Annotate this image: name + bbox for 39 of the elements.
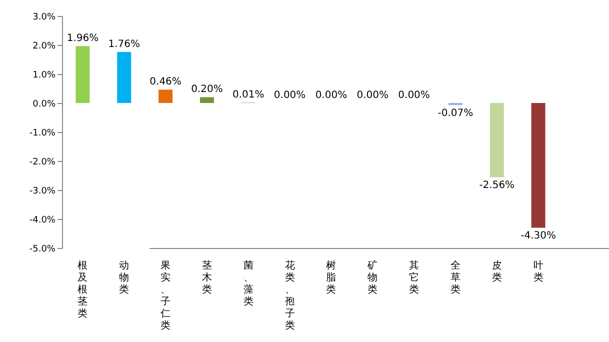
- x-tick-label: 其它类: [409, 260, 420, 296]
- y-tick-label: -2.0%: [29, 158, 56, 168]
- data-label: 0.00%: [398, 90, 430, 101]
- y-tick-label: 3.0%: [32, 12, 56, 22]
- x-tick-label: 茎木类: [202, 260, 212, 296]
- data-label: 0.00%: [356, 90, 389, 101]
- bar: [490, 103, 504, 178]
- x-tick-label: 树脂类: [326, 260, 336, 296]
- data-label: -0.07%: [438, 108, 474, 120]
- data-label: 0.01%: [232, 90, 264, 101]
- bar: [76, 46, 90, 103]
- data-label: 1.96%: [66, 33, 99, 44]
- bar: [158, 90, 173, 103]
- data-label: -4.30%: [520, 230, 556, 242]
- data-label: 0.20%: [191, 84, 223, 96]
- x-tick-label: 皮类: [492, 260, 502, 284]
- y-tick-label: 1.0%: [32, 70, 56, 80]
- data-label: 0.46%: [150, 76, 182, 88]
- y-tick-label: -4.0%: [29, 216, 56, 226]
- bar: [117, 52, 132, 103]
- y-tick-label: -3.0%: [29, 186, 56, 196]
- bar: [200, 97, 214, 103]
- y-tick-label: 0.0%: [32, 100, 56, 110]
- x-tick-label: 菌、藻类: [243, 260, 254, 308]
- x-tick-label: 叶类: [533, 260, 544, 284]
- data-label: 1.76%: [108, 38, 140, 50]
- x-tick-label: 花类、孢子类: [284, 260, 295, 332]
- x-tick-label: 果实、子仁类: [160, 260, 171, 332]
- y-tick-label: -5.0%: [29, 244, 56, 254]
- x-tick-label: 动物类: [119, 260, 130, 296]
- x-tick-label: 全草类: [450, 260, 460, 296]
- data-label: -2.56%: [479, 180, 515, 192]
- bar: [531, 103, 546, 228]
- data-label: 0.00%: [274, 90, 306, 101]
- x-tick-label: 矿物类: [366, 260, 378, 296]
- y-tick-label: -1.0%: [29, 128, 56, 138]
- data-label: 0.00%: [315, 90, 348, 101]
- x-tick-label: 根及根茎类: [78, 260, 88, 320]
- y-tick-label: 2.0%: [32, 42, 56, 52]
